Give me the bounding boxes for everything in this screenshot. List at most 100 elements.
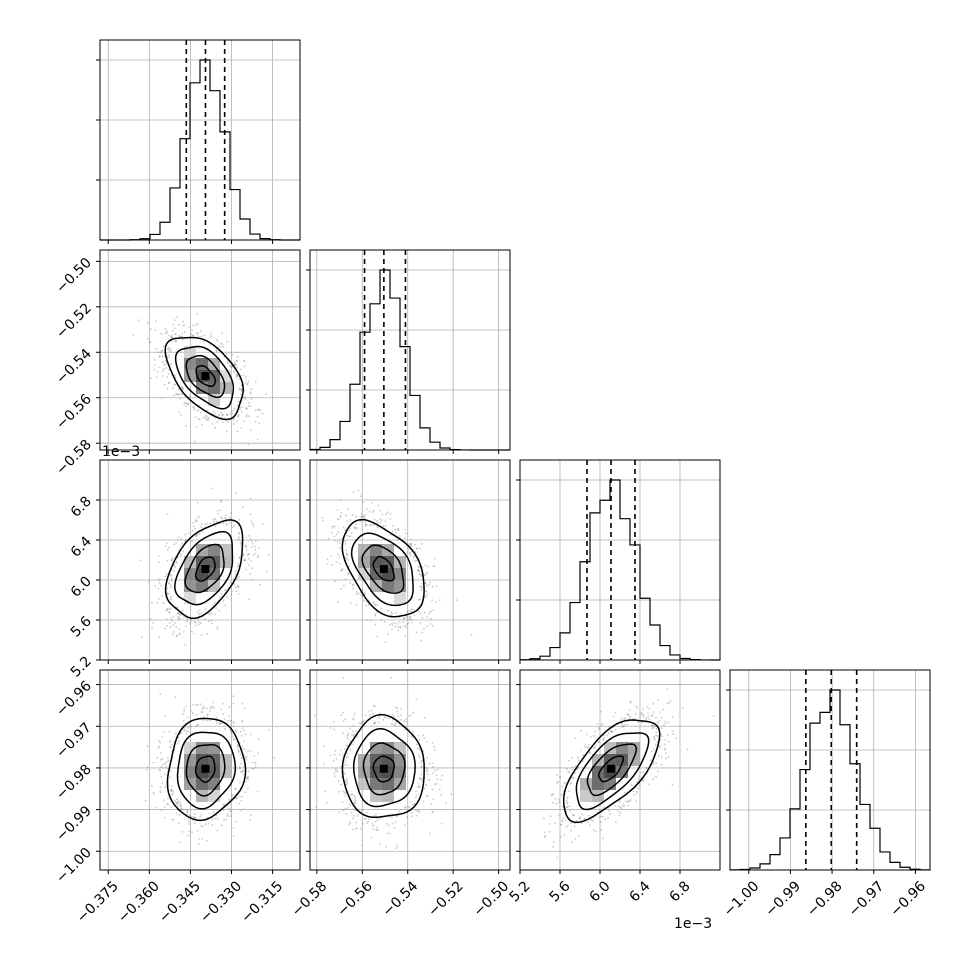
peak-marker-2-1 bbox=[379, 565, 388, 573]
sample-point bbox=[381, 519, 384, 521]
sample-point bbox=[378, 817, 381, 820]
sample-point bbox=[594, 730, 596, 733]
sample-point bbox=[357, 592, 360, 595]
sample-point bbox=[387, 609, 390, 612]
sample-point bbox=[330, 531, 333, 534]
sample-point bbox=[204, 823, 207, 826]
sample-point bbox=[579, 749, 582, 752]
sample-point bbox=[350, 532, 353, 535]
sample-point bbox=[420, 542, 423, 545]
sample-point bbox=[200, 411, 202, 414]
sample-point bbox=[174, 622, 177, 624]
density-cell bbox=[358, 556, 370, 568]
sample-point bbox=[171, 743, 173, 746]
sample-point bbox=[168, 730, 171, 733]
sample-point bbox=[395, 706, 398, 709]
sample-point bbox=[165, 618, 168, 620]
sample-point bbox=[333, 525, 336, 528]
panel-3-0 bbox=[96, 669, 301, 874]
sample-point bbox=[161, 361, 164, 364]
sample-point bbox=[344, 791, 347, 794]
sample-point bbox=[193, 525, 195, 528]
sample-point bbox=[341, 754, 344, 757]
sample-point bbox=[629, 799, 632, 801]
sample-point bbox=[212, 518, 215, 520]
sample-point bbox=[425, 784, 428, 786]
sample-point bbox=[191, 831, 194, 834]
sample-point bbox=[410, 618, 413, 621]
sample-point bbox=[249, 392, 252, 395]
sample-point bbox=[419, 777, 421, 779]
sample-point bbox=[207, 612, 210, 615]
sample-point bbox=[421, 586, 424, 588]
sample-point bbox=[165, 761, 168, 764]
sample-point bbox=[642, 716, 645, 718]
sample-point bbox=[166, 607, 169, 610]
sample-point bbox=[418, 810, 420, 813]
sample-point bbox=[360, 722, 362, 725]
sample-point bbox=[370, 836, 373, 839]
sample-point bbox=[337, 601, 339, 604]
sample-point bbox=[227, 719, 229, 722]
sample-point bbox=[252, 768, 255, 770]
sample-point bbox=[552, 792, 555, 795]
sample-point bbox=[177, 389, 180, 391]
sample-point bbox=[379, 712, 381, 715]
sample-point bbox=[168, 334, 171, 337]
sample-point bbox=[555, 802, 558, 805]
sample-point bbox=[354, 527, 356, 530]
sample-point bbox=[332, 525, 335, 528]
contour-2-0-3 bbox=[164, 519, 244, 620]
sample-point bbox=[393, 826, 396, 829]
sample-point bbox=[243, 396, 245, 399]
sample-point bbox=[333, 535, 336, 538]
sample-point bbox=[352, 490, 355, 493]
sample-point bbox=[169, 597, 172, 600]
histogram-2 bbox=[519, 479, 721, 661]
sample-point bbox=[577, 756, 580, 759]
sample-point bbox=[394, 722, 397, 725]
sample-point bbox=[399, 535, 401, 537]
sample-point bbox=[247, 553, 250, 555]
sample-point bbox=[166, 387, 169, 390]
sample-point bbox=[158, 561, 160, 563]
sample-point bbox=[237, 748, 240, 751]
sample-point bbox=[170, 785, 173, 788]
sample-point bbox=[250, 814, 253, 816]
sample-point bbox=[322, 745, 325, 748]
density-cell bbox=[370, 568, 382, 580]
sample-point bbox=[357, 489, 360, 492]
sample-point bbox=[215, 720, 218, 722]
sample-point bbox=[571, 757, 574, 759]
sample-point bbox=[178, 805, 180, 807]
sample-point bbox=[413, 802, 416, 805]
sample-point bbox=[343, 772, 346, 775]
sample-point bbox=[226, 361, 229, 363]
sample-point bbox=[386, 511, 389, 514]
sample-point bbox=[237, 562, 240, 565]
sample-point bbox=[419, 598, 422, 601]
sample-point bbox=[167, 582, 170, 584]
sample-point bbox=[233, 524, 236, 527]
ytick-label-2-4: 6.8 bbox=[68, 494, 95, 521]
sample-point bbox=[375, 813, 377, 816]
sample-point bbox=[623, 805, 626, 807]
sample-point bbox=[567, 771, 570, 774]
sample-point bbox=[170, 617, 172, 620]
sample-point bbox=[176, 315, 178, 318]
sample-point bbox=[218, 609, 221, 612]
sample-point bbox=[570, 781, 573, 784]
density-cell bbox=[628, 742, 640, 754]
sample-point bbox=[212, 701, 215, 704]
sample-point bbox=[348, 565, 351, 568]
sample-point bbox=[161, 757, 164, 760]
sample-point bbox=[340, 587, 342, 590]
sample-point bbox=[433, 557, 436, 560]
sample-point bbox=[213, 707, 215, 710]
sample-point bbox=[580, 729, 582, 732]
sample-point bbox=[197, 335, 200, 338]
sample-point bbox=[232, 419, 235, 421]
sample-point bbox=[574, 772, 576, 775]
sample-point bbox=[218, 723, 221, 726]
sample-point bbox=[652, 748, 655, 751]
